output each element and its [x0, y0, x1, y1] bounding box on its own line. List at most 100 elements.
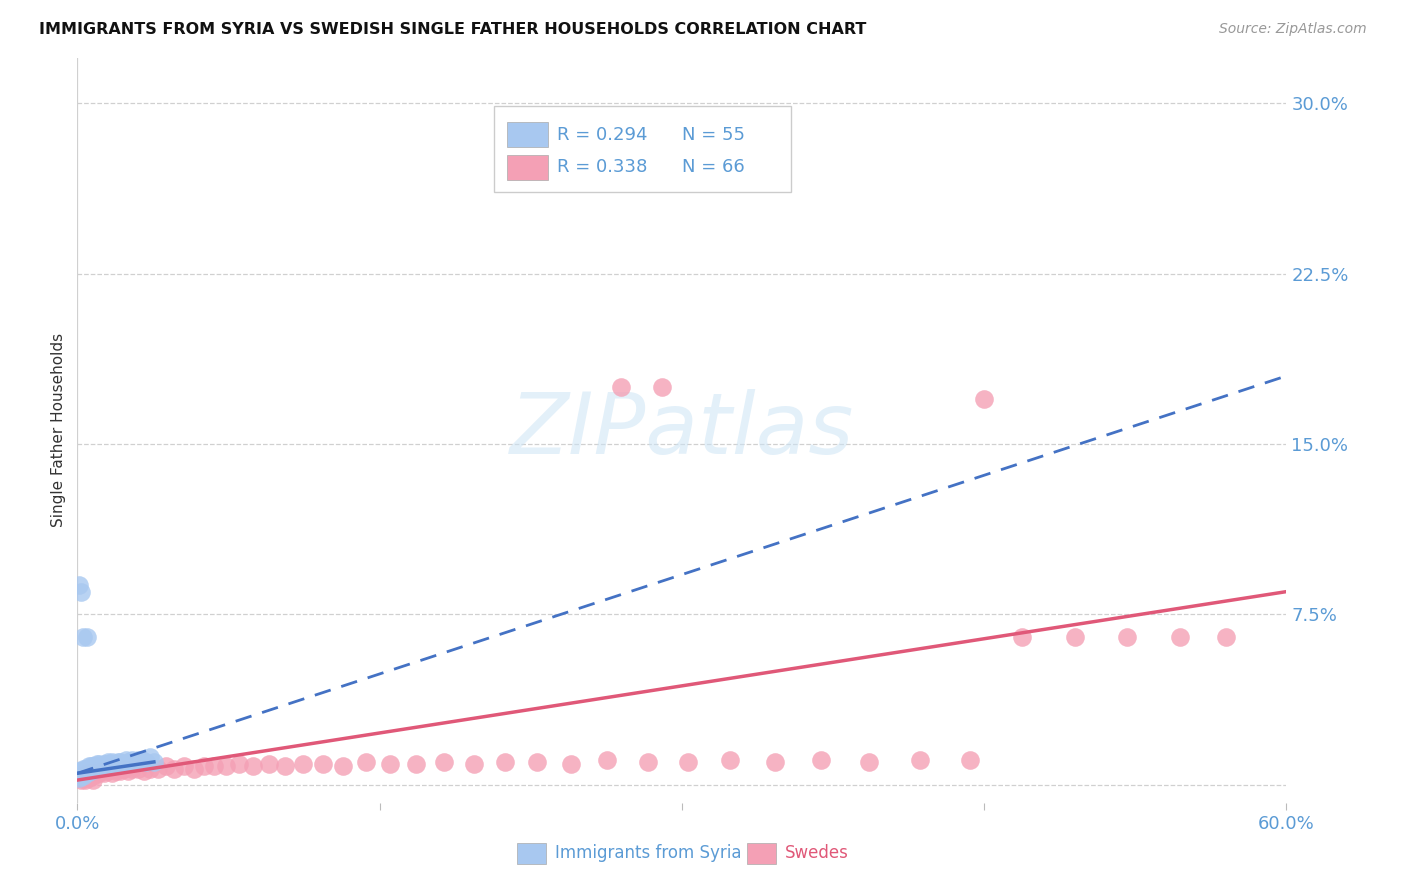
Point — [80, 766, 103, 780]
Point — [173, 759, 195, 773]
FancyBboxPatch shape — [517, 844, 547, 863]
Point — [193, 759, 215, 773]
Point — [108, 764, 131, 778]
Point — [183, 762, 205, 776]
Point — [86, 759, 108, 773]
Point — [121, 762, 143, 776]
Point — [676, 755, 699, 769]
Point — [82, 759, 104, 773]
Point — [651, 380, 673, 394]
Text: ZIPatlas: ZIPatlas — [510, 389, 853, 472]
Point — [100, 755, 122, 769]
Point — [89, 766, 111, 780]
Point — [163, 762, 186, 776]
Point — [127, 762, 149, 776]
Point — [312, 757, 335, 772]
Point — [132, 764, 155, 778]
Point — [75, 764, 97, 778]
Point — [67, 578, 90, 592]
Point — [257, 757, 280, 772]
Text: R = 0.294: R = 0.294 — [557, 126, 648, 144]
Point — [70, 766, 93, 780]
Point — [104, 764, 127, 778]
Point — [72, 762, 94, 776]
Point — [274, 759, 297, 773]
Point — [84, 759, 107, 773]
Point — [108, 755, 131, 769]
Text: Source: ZipAtlas.com: Source: ZipAtlas.com — [1219, 22, 1367, 37]
Point — [98, 757, 121, 772]
Point — [76, 762, 98, 776]
Point — [103, 757, 125, 772]
Point — [526, 755, 548, 769]
Point — [79, 764, 101, 778]
Point — [1168, 630, 1191, 644]
Point — [93, 766, 115, 780]
FancyBboxPatch shape — [506, 122, 548, 147]
Text: R = 0.338: R = 0.338 — [557, 159, 648, 177]
Point — [70, 584, 93, 599]
Point — [72, 630, 94, 644]
Point — [67, 768, 90, 782]
FancyBboxPatch shape — [506, 155, 548, 180]
Point — [76, 630, 98, 644]
Point — [76, 766, 98, 780]
Point — [80, 764, 103, 778]
Point — [908, 753, 931, 767]
Point — [433, 755, 456, 769]
Point — [131, 753, 153, 767]
Point — [242, 759, 264, 773]
Point — [70, 766, 93, 780]
Point — [763, 755, 786, 769]
FancyBboxPatch shape — [495, 106, 790, 192]
Point — [67, 766, 90, 780]
Text: Immigrants from Syria: Immigrants from Syria — [555, 845, 741, 863]
Point — [494, 755, 516, 769]
Point — [75, 766, 97, 780]
Point — [72, 771, 94, 785]
Point — [117, 764, 139, 778]
Point — [111, 757, 134, 772]
Point — [1215, 630, 1237, 644]
Point — [75, 768, 97, 782]
Text: N = 55: N = 55 — [682, 126, 745, 144]
Point — [114, 753, 136, 767]
Point — [86, 766, 108, 780]
Point — [463, 757, 485, 772]
Text: IMMIGRANTS FROM SYRIA VS SWEDISH SINGLE FATHER HOUSEHOLDS CORRELATION CHART: IMMIGRANTS FROM SYRIA VS SWEDISH SINGLE … — [39, 22, 866, 37]
Point — [135, 755, 157, 769]
Point — [292, 757, 315, 772]
Point — [70, 768, 93, 782]
Point — [72, 768, 94, 782]
Text: Swedes: Swedes — [785, 845, 849, 863]
Point — [1116, 630, 1139, 644]
Point — [112, 762, 135, 776]
Point — [560, 757, 582, 772]
Point — [228, 757, 250, 772]
Point — [72, 764, 94, 778]
Point — [82, 773, 104, 788]
Point — [122, 755, 145, 769]
Point — [139, 762, 162, 776]
Point — [121, 753, 143, 767]
Point — [82, 768, 104, 782]
Point — [80, 762, 103, 776]
Point — [79, 759, 101, 773]
Point — [332, 759, 354, 773]
Point — [79, 768, 101, 782]
Point — [139, 750, 162, 764]
Point — [75, 762, 97, 776]
Point — [79, 762, 101, 776]
Point — [67, 771, 90, 785]
Point — [70, 764, 93, 778]
Point — [378, 757, 401, 772]
Point — [1064, 630, 1087, 644]
Point — [70, 768, 93, 782]
Point — [79, 771, 101, 785]
Point — [718, 753, 741, 767]
Point — [82, 762, 104, 776]
Point — [100, 766, 122, 780]
Point — [596, 753, 619, 767]
Point — [86, 757, 108, 772]
Point — [973, 392, 995, 406]
